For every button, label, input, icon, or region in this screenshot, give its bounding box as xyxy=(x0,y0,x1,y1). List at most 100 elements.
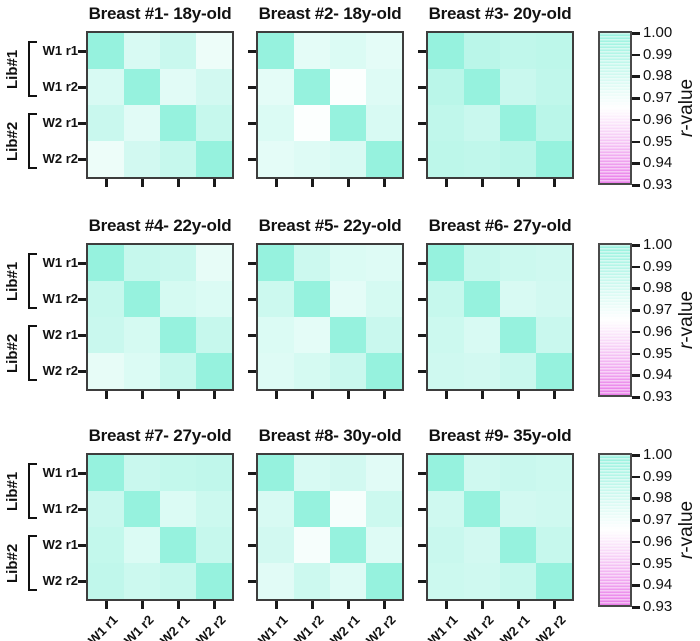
x-axis-tick xyxy=(212,601,216,609)
r-italic: r xyxy=(676,342,697,350)
x-axis-tick xyxy=(140,601,144,609)
heatmap-cell xyxy=(428,105,464,141)
panel-title: Breast #6- 27y-old xyxy=(428,216,572,235)
r-italic: r xyxy=(676,552,697,560)
heatmap-cell xyxy=(464,455,500,491)
row-label: W2 r1 xyxy=(42,327,78,342)
heatmap-cell xyxy=(196,245,232,281)
x-axis-tick xyxy=(444,601,448,609)
lib-group-label: Lib#1 xyxy=(4,471,21,511)
heatmap-panel xyxy=(426,243,574,391)
lib-group-bracket xyxy=(28,463,30,519)
x-axis-tick xyxy=(176,601,180,609)
heatmap-cell xyxy=(366,455,402,491)
y-axis-tick xyxy=(78,297,86,301)
heatmap-cell xyxy=(258,281,294,317)
colorbar-tick-label: 1.00 xyxy=(643,236,673,253)
colorbar-tick-label: 0.97 xyxy=(643,301,673,319)
lib-group-bracket-foot xyxy=(28,113,37,115)
heatmap-cell xyxy=(294,455,330,491)
colorbar-tick xyxy=(632,540,640,544)
heatmap-cell xyxy=(536,281,572,317)
y-axis-tick xyxy=(418,49,426,53)
y-axis-tick xyxy=(418,333,426,337)
heatmap-cell xyxy=(88,281,124,317)
col-label: W1 r1 xyxy=(424,612,461,641)
heatmap-cell xyxy=(124,317,160,353)
heatmap-cell xyxy=(258,317,294,353)
colorbar-tick xyxy=(632,162,640,165)
colorbar xyxy=(598,453,632,607)
lib-group-bracket-foot xyxy=(28,95,37,97)
heatmap-panel xyxy=(86,243,234,391)
heatmap-cell xyxy=(330,69,366,105)
heatmap-cell xyxy=(330,527,366,563)
heatmap-cell xyxy=(330,245,366,281)
row-label: W1 r1 xyxy=(42,255,78,270)
y-axis-tick xyxy=(78,579,86,583)
row-label: W1 r2 xyxy=(42,79,78,94)
panel-title: Breast #5- 22y-old xyxy=(258,216,402,235)
heatmap-cell xyxy=(160,317,196,353)
colorbar-tick-label: 0.99 xyxy=(643,257,673,275)
heatmap-cell xyxy=(464,33,500,69)
heatmap-cell xyxy=(294,317,330,353)
heatmap-cell xyxy=(124,491,160,527)
heatmap-cell xyxy=(196,317,232,353)
heatmap-cell xyxy=(196,527,232,563)
heatmap-cell xyxy=(124,353,160,389)
heatmap-cell xyxy=(366,281,402,317)
x-axis-tick xyxy=(516,179,520,187)
heatmap-cell xyxy=(330,317,366,353)
col-label: W1 r1 xyxy=(84,612,121,641)
heatmap-cell xyxy=(196,455,232,491)
y-axis-tick xyxy=(248,121,256,125)
y-axis-tick xyxy=(248,49,256,53)
x-axis-tick xyxy=(104,179,108,187)
lib-group-label: Lib#2 xyxy=(4,121,21,161)
value-text: -value xyxy=(676,290,697,343)
heatmap-cell xyxy=(160,69,196,105)
heatmap-cell xyxy=(258,69,294,105)
heatmap-cell xyxy=(88,245,124,281)
heatmap-cell xyxy=(428,491,464,527)
heatmap-cell xyxy=(160,527,196,563)
y-axis-tick xyxy=(78,507,86,511)
heatmap-panel xyxy=(256,453,404,601)
heatmap-cell xyxy=(294,491,330,527)
colorbar-tick xyxy=(632,309,640,312)
heatmap-panel xyxy=(426,31,574,179)
panel-title: Breast #3- 20y-old xyxy=(428,4,572,23)
x-axis-tick xyxy=(310,391,314,399)
colorbar-tick xyxy=(632,454,640,457)
lib-group-bracket xyxy=(28,41,30,97)
colorbar-tick xyxy=(632,75,640,78)
colorbar-tick-label: 1.00 xyxy=(643,24,673,41)
heatmap-cell xyxy=(464,353,500,389)
heatmap-cell xyxy=(294,527,330,563)
x-axis-tick xyxy=(444,179,448,187)
y-axis-tick xyxy=(248,543,256,547)
heatmap-cell xyxy=(366,563,402,599)
heatmap-cell xyxy=(88,69,124,105)
lib-group-label: Lib#1 xyxy=(4,261,21,301)
row-label: W2 r2 xyxy=(42,151,78,166)
lib-group-bracket xyxy=(28,325,30,381)
lib-group-bracket xyxy=(28,535,30,591)
x-axis-tick xyxy=(104,601,108,609)
colorbar-axis-label: r-value xyxy=(676,258,700,382)
lib-group-bracket-foot xyxy=(28,589,37,591)
colorbar-tick-label: 0.97 xyxy=(643,511,673,529)
heatmap-cell xyxy=(330,281,366,317)
heatmap-grid xyxy=(258,33,402,177)
x-axis-tick xyxy=(382,179,386,187)
heatmap-cell xyxy=(500,281,536,317)
colorbar-tick xyxy=(632,497,640,500)
y-axis-tick xyxy=(78,471,86,475)
heatmap-panel xyxy=(256,31,404,179)
colorbar-tick xyxy=(632,374,640,377)
x-axis-tick xyxy=(552,391,556,399)
y-axis-tick xyxy=(78,85,86,89)
heatmap-cell xyxy=(258,455,294,491)
heatmap-cell xyxy=(124,563,160,599)
